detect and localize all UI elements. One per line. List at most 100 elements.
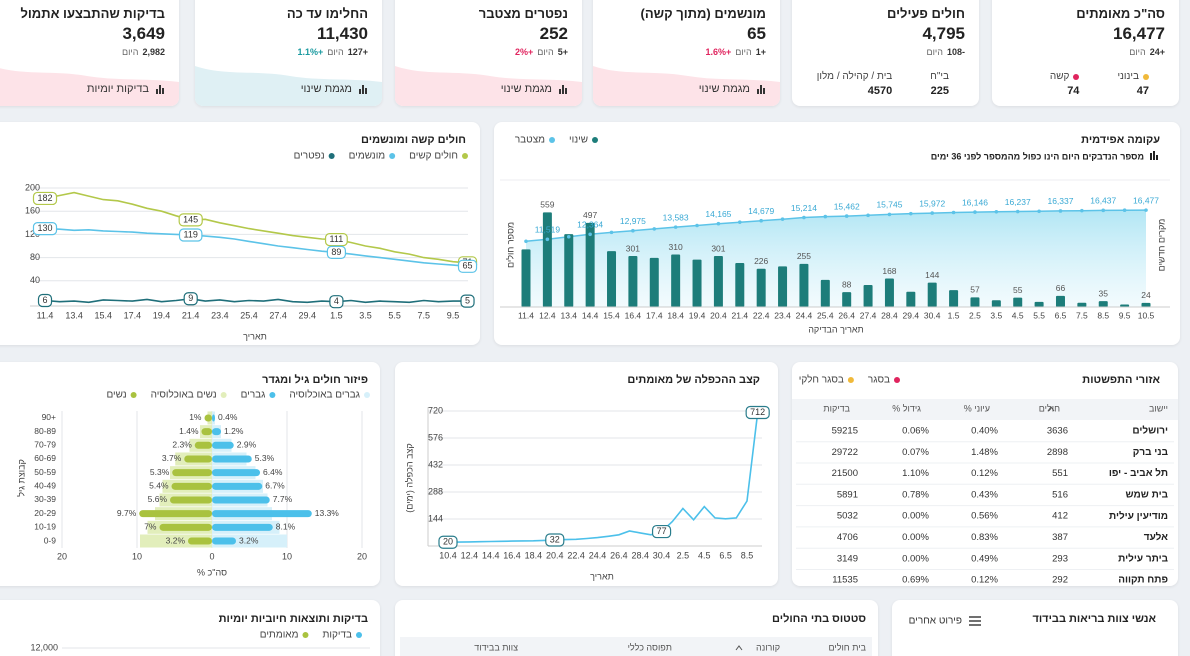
breakdown-label-text: בית / קהילה / מלון xyxy=(816,71,893,82)
delta-value: 2,982 xyxy=(142,47,165,57)
card-delta: -108 היום xyxy=(926,47,965,57)
trend-link[interactable]: מגמת שינוי xyxy=(501,83,568,95)
sparkline xyxy=(593,66,780,106)
link-text: מגמת שינוי xyxy=(300,83,352,95)
epi-card xyxy=(494,122,1180,345)
delta-value: +127 xyxy=(347,47,368,57)
link-text: מגמת שינוי xyxy=(698,83,750,95)
link-text: מגמת שינוי xyxy=(500,83,552,95)
bar-icon xyxy=(559,85,567,94)
breakdown: בינוני 47 קשה 74 xyxy=(1050,70,1149,98)
card-title: סה"כ מאומתים xyxy=(1076,6,1165,21)
breakdown-item: בינוני 47 xyxy=(1117,70,1149,98)
kpi-card: חולים פעילים 4,795 -108 היום בי"ח 225 בית / קה… xyxy=(792,0,979,106)
icon-bar xyxy=(565,88,567,94)
breakdown-item: קשה 74 xyxy=(1050,70,1080,98)
icon-bar xyxy=(159,85,161,94)
sparkline-area xyxy=(195,66,382,106)
sparkline-area xyxy=(395,66,582,106)
icon-bar xyxy=(365,88,367,94)
trend-link[interactable]: מגמת שינוי xyxy=(301,83,368,95)
card-title: החלימו עד כה xyxy=(286,6,368,21)
card-title: נפטרים מצטבר xyxy=(478,6,568,21)
breakdown-label-text: קשה xyxy=(1049,71,1070,82)
delta-label: היום xyxy=(735,47,752,57)
card-delta: +127 היום +1.1% xyxy=(297,47,368,57)
icon-bar xyxy=(362,85,364,94)
icon-bar xyxy=(359,89,361,94)
delta-percent: +1.1% xyxy=(297,47,324,57)
sparkline xyxy=(195,66,382,106)
kpi-card: מונשמים (מתוך קשה) 65 +1 היום +1.6% מגמת שינו… xyxy=(593,0,780,106)
breakdown-label: בי"ח xyxy=(930,70,949,83)
severe-card xyxy=(0,122,480,345)
card-delta: 2,982 היום xyxy=(122,47,165,57)
legend-dot xyxy=(1143,73,1149,80)
card-title: בדיקות שהתבצעו אתמול xyxy=(20,6,165,21)
delta-percent: +2% xyxy=(514,47,534,57)
breakdown-value: 4570 xyxy=(867,85,893,97)
breakdown-label-text: בי"ח xyxy=(930,71,949,82)
bar-icon xyxy=(757,85,765,94)
card-value: 65 xyxy=(747,24,766,43)
icon-bar xyxy=(559,89,561,94)
kpi-card: בדיקות שהתבצעו אתמול 3,649 2,982 היום בדיקות… xyxy=(0,0,179,106)
breakdown: בי"ח 225 בית / קהילה / מלון 4570 xyxy=(817,70,949,98)
kpi-card: נפטרים מצטבר 252 +5 היום +2% מגמת שינוי xyxy=(395,0,582,106)
icon-bar xyxy=(760,85,762,94)
breakdown-item: בית / קהילה / מלון 4570 xyxy=(817,70,893,98)
trend-link[interactable]: מגמת שינוי xyxy=(699,83,766,95)
doubling-card xyxy=(395,362,778,586)
sparkline-area xyxy=(0,68,179,106)
icon-bar xyxy=(156,89,158,94)
kpi-card: סה"כ מאומתים 16,477 +24 היום בינוני 47 קשה 74 xyxy=(992,0,1179,106)
tests-card xyxy=(0,600,380,656)
delta-value: +1 xyxy=(755,47,766,57)
delta-value: +24 xyxy=(1149,47,1165,57)
breakdown-value: 225 xyxy=(930,85,949,97)
delta-percent: +1.6% xyxy=(705,47,732,57)
sparkline xyxy=(0,68,179,106)
card-value: 4,795 xyxy=(922,24,965,43)
icon-bar xyxy=(562,85,564,94)
icon-bar xyxy=(162,88,164,94)
breakdown-item: בי"ח 225 xyxy=(930,70,949,98)
trend-link[interactable]: בדיקות יומיות xyxy=(87,83,165,95)
card-delta: +5 היום +2% xyxy=(515,47,568,57)
breakdown-value: 47 xyxy=(1136,85,1149,97)
delta-value: -108 xyxy=(946,47,965,57)
icon-bar xyxy=(763,88,765,94)
card-value: 11,430 xyxy=(316,24,368,43)
staff-card xyxy=(892,600,1178,656)
delta-label: היום xyxy=(327,47,344,57)
sparkline-area xyxy=(593,66,780,106)
card-delta: +24 היום xyxy=(1129,47,1165,57)
breakdown-label: קשה xyxy=(1050,70,1080,83)
breakdown-label: בינוני xyxy=(1117,70,1149,83)
card-value: 3,649 xyxy=(122,24,165,43)
regions-card xyxy=(792,362,1178,586)
delta-label: היום xyxy=(537,47,554,57)
bar-icon xyxy=(156,85,164,94)
icon-bar xyxy=(757,89,759,94)
card-value: 252 xyxy=(539,24,568,43)
kpi-card: החלימו עד כה 11,430 +127 היום +1.1% מגמת שינו… xyxy=(195,0,382,106)
card-title: חולים פעילים xyxy=(887,6,965,21)
legend-dot xyxy=(1073,73,1080,80)
breakdown-label-text: בינוני xyxy=(1117,71,1139,82)
delta-value: +5 xyxy=(557,47,568,57)
link-text: בדיקות יומיות xyxy=(86,83,149,95)
breakdown-value: 74 xyxy=(1067,85,1080,97)
delta-label: היום xyxy=(1129,47,1146,57)
card-title: מונשמים (מתוך קשה) xyxy=(640,6,766,21)
breakdown-label: בית / קהילה / מלון xyxy=(817,70,893,83)
card-value: 16,477 xyxy=(1113,24,1165,43)
card-delta: +1 היום +1.6% xyxy=(705,47,766,57)
delta-label: היום xyxy=(121,47,139,57)
delta-label: היום xyxy=(926,47,943,57)
sparkline xyxy=(395,66,582,106)
age-card xyxy=(0,362,380,586)
hospitals-card xyxy=(395,600,878,656)
bar-icon xyxy=(359,85,367,94)
